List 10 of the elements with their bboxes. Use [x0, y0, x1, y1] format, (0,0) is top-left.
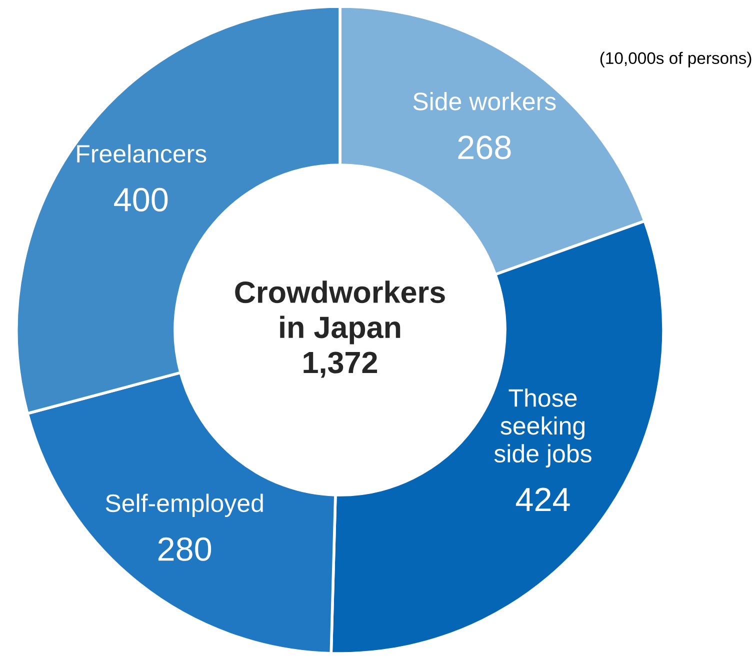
slice-label: Those seeking side jobs [494, 388, 592, 468]
data-label: 424 [516, 488, 570, 512]
slice-label: Self-employed [106, 494, 263, 518]
data-label: 268 [458, 136, 511, 160]
text: Crowdworkers in Japan 1,372 [235, 280, 445, 378]
data-label: 280 [158, 537, 212, 561]
text: (10,000s of persons) [600, 52, 752, 68]
slice-label: Freelancers [77, 144, 206, 163]
slice-label: Side workers [413, 92, 556, 110]
data-label: 400 [114, 188, 168, 212]
